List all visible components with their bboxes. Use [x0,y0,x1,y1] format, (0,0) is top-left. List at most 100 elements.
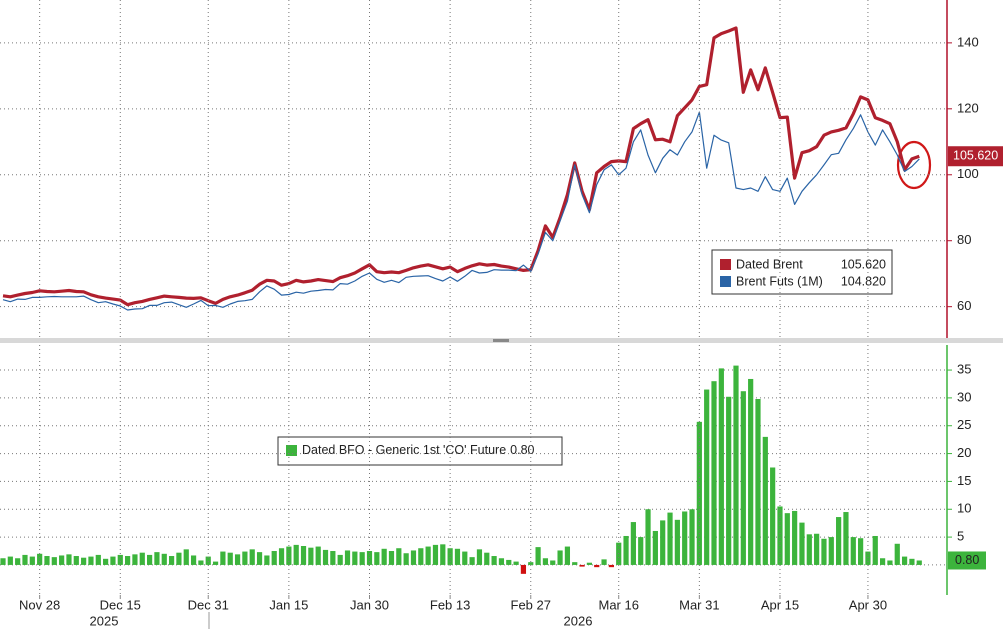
bar [652,530,658,565]
legend-swatch [720,259,731,270]
bar [865,551,871,565]
bar [29,556,35,565]
bar [755,399,761,565]
bar [432,544,439,565]
bar [872,535,878,565]
bar [359,552,365,565]
bar [418,548,424,565]
bar [322,549,329,565]
bar [212,561,219,565]
last-value-box [948,551,986,570]
bar [410,550,417,565]
bar [506,559,512,565]
bar [103,558,109,565]
bar [542,558,549,565]
bar [718,368,724,565]
bar [711,381,717,565]
legend-label: Dated Brent [736,257,803,271]
x-tick-label: Feb 13 [430,597,470,612]
y-tick-label: 60 [957,298,971,313]
legend-box [277,436,563,466]
bar [315,546,321,565]
bar [682,511,688,565]
bar [110,556,116,565]
bar [132,554,138,565]
legend-swatch [720,276,731,287]
bar [828,537,834,565]
bar [667,512,673,565]
bar [7,556,13,565]
y-tick-label: 140 [957,34,979,49]
bar [623,535,629,565]
bar [704,389,710,565]
bar [190,555,197,565]
legend: Dated BFO - Generic 1st 'CO' Future 0.80 [277,436,563,466]
bar [183,549,189,565]
year-label: 2025 [90,613,119,628]
legend-value: 105.620 [841,257,886,271]
x-tick-label: Jan 15 [269,597,308,612]
bar [748,378,754,565]
bar [608,564,614,568]
x-tick-label: Apr 30 [849,597,887,612]
bar [176,552,182,565]
bar [806,534,812,565]
y-tick-label: 100 [957,166,979,181]
bar [901,556,908,565]
bar [51,557,57,565]
bar [528,562,534,565]
bar [674,519,680,565]
bar [139,552,145,565]
annotation-circle [896,140,932,190]
bar [858,538,864,565]
line [2,111,920,311]
bar [264,555,270,565]
bar [564,546,571,565]
x-tick-label: Mar 31 [679,597,719,612]
legend-value: 104.820 [841,274,886,288]
y-tick-label: 25 [957,417,971,432]
y-tick-label: 120 [957,100,979,115]
y-tick-label: 30 [957,389,971,404]
y-tick-label: 5 [957,529,964,544]
bar [726,396,732,565]
bar [784,513,790,565]
bar [242,551,248,565]
bar [59,555,65,565]
bar [594,564,600,568]
bar [95,554,101,565]
bar [249,549,255,565]
x-tick-label: Nov 28 [19,597,60,612]
bar [762,436,768,565]
last-value-box [948,146,1003,167]
bar [286,546,292,565]
bar [337,554,343,565]
bar [125,556,131,565]
bar [403,553,409,565]
divider-handle [493,339,509,342]
bar [15,558,21,565]
bar [234,554,241,565]
legend-swatch [286,445,297,456]
bar [638,537,644,565]
bar [447,548,453,565]
bar [381,548,387,565]
bar [66,554,72,565]
bar [462,551,468,565]
bar [0,558,6,565]
bar [498,558,505,565]
bar [352,551,358,565]
bar [227,552,233,565]
legend-name: Dated BFO - Generic 1st 'CO' Future [302,443,506,457]
bar [550,560,556,565]
bar [73,556,79,565]
bar [293,544,299,565]
bar [220,551,226,565]
bar [535,547,541,565]
y-tick-label: 10 [957,501,971,516]
bar [557,550,563,565]
bar [740,391,746,565]
bar [630,522,636,565]
bar [308,547,314,565]
